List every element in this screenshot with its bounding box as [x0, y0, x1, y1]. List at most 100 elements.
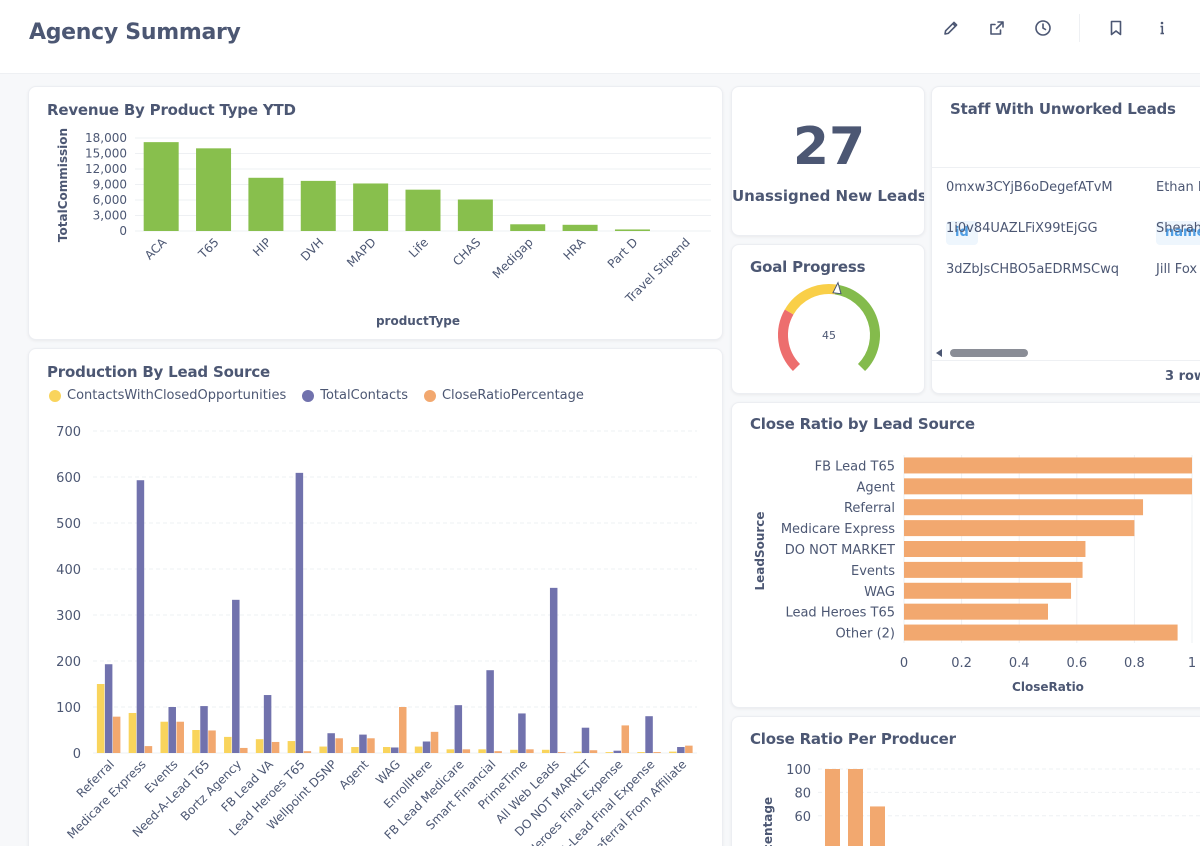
y-tick-label: Referral	[844, 501, 895, 516]
unassigned-leads-value: 27	[792, 117, 866, 177]
x-tick-label: 1	[1188, 656, 1196, 671]
bar	[510, 224, 546, 231]
bar	[526, 749, 534, 753]
table-cell-id[interactable]: 3dZbJsCHBO5aEDRMSCwq	[946, 262, 1119, 277]
bar	[581, 727, 590, 753]
table-cell-id[interactable]: 1i0v84UAZLFiX99tEjGG	[946, 221, 1098, 236]
y-tick-label: 80	[794, 786, 811, 801]
table-cell-id[interactable]: 0mxw3CYjB6oDegefATvM	[946, 180, 1113, 195]
y-tick-label: 60	[794, 810, 811, 825]
legend-dot	[49, 389, 61, 402]
y-tick-label: Events	[851, 564, 895, 579]
bar	[848, 769, 863, 846]
staff-card-title[interactable]: Staff With Unworked Leads	[950, 100, 1176, 118]
y-tick-label: Medicare Express	[781, 522, 895, 537]
info-icon[interactable]	[1151, 17, 1173, 39]
bar	[414, 746, 423, 753]
bar	[391, 747, 399, 753]
bar	[422, 741, 431, 753]
table-cell-name[interactable]: Jill Fox	[1156, 262, 1198, 277]
unassigned-leads-label: Unassigned New Leads	[732, 187, 925, 205]
y-tick-label: 100	[56, 701, 81, 716]
bar	[295, 472, 304, 753]
bar	[430, 731, 439, 753]
bar	[904, 499, 1144, 516]
table-cell-name[interactable]: Ethan H	[1156, 180, 1200, 195]
production-card-title[interactable]: Production By Lead Source	[47, 363, 271, 381]
x-axis-title: productType	[376, 314, 460, 328]
table-cell-name[interactable]: Sherah	[1156, 221, 1200, 236]
bar	[263, 695, 272, 753]
y-tick-label: 400	[56, 563, 81, 578]
bar	[104, 664, 113, 753]
x-tick-label: 0	[900, 656, 908, 671]
horizontal-scrollbar[interactable]	[950, 349, 1028, 357]
bar	[208, 730, 216, 753]
scroll-left-icon[interactable]	[936, 349, 942, 357]
share-icon[interactable]	[986, 17, 1008, 39]
legend-item[interactable]: TotalContacts	[302, 388, 408, 403]
y-tick-label: 12,000	[85, 162, 127, 176]
bar	[557, 752, 566, 753]
column-header-id[interactable]: id	[946, 221, 978, 245]
bar	[128, 712, 137, 753]
dashboard-header: Agency Summary	[0, 0, 1200, 74]
x-tick-label: T65	[195, 235, 222, 262]
pencil-icon[interactable]	[940, 17, 962, 39]
revenue-card-title[interactable]: Revenue By Product Type YTD	[47, 101, 296, 119]
bar	[457, 199, 493, 231]
x-tick-label: 0.6	[1066, 656, 1087, 671]
bar	[904, 457, 1192, 474]
x-tick-label: Life	[406, 235, 431, 260]
y-tick-label: Agent	[857, 480, 895, 495]
gauge-needle-icon	[832, 281, 842, 295]
bar	[367, 738, 375, 753]
bar	[904, 561, 1083, 578]
staff-unworked-leads-card: Staff With Unworked Leads id name 0mxw3C…	[931, 86, 1200, 394]
y-tick-label: 0	[119, 224, 127, 238]
bar	[645, 716, 653, 753]
y-tick-label: WAG	[864, 585, 895, 600]
x-tick-label: Agent	[336, 757, 371, 792]
row-count: 3 row	[1165, 369, 1200, 384]
producer-chart[interactable]: 60 80 100 rcentage	[732, 717, 1200, 846]
close-ratio-chart[interactable]: 0 0.2 0.4 0.6 0.8 1 FB Lead T65 Agent Referral Me…	[732, 403, 1200, 708]
producer-card-title[interactable]: Close Ratio Per Producer	[750, 730, 956, 748]
bar	[669, 751, 677, 753]
bookmark-icon[interactable]	[1105, 17, 1127, 39]
bar	[454, 705, 463, 753]
goal-gauge[interactable]: 45	[732, 245, 925, 394]
y-tick-label: DO NOT MARKET	[785, 543, 895, 558]
bar	[685, 745, 693, 753]
close-ratio-card-title[interactable]: Close Ratio by Lead Source	[750, 415, 975, 433]
legend-item[interactable]: CloseRatioPercentage	[423, 388, 584, 403]
y-axis-title: rcentage	[761, 797, 775, 846]
y-tick-label: 700	[56, 425, 81, 440]
x-tick-label: MAPD	[344, 235, 379, 270]
column-header-name[interactable]: name	[1156, 221, 1200, 245]
bar	[136, 480, 145, 753]
bar	[96, 684, 105, 753]
bar	[383, 747, 391, 753]
bar	[478, 749, 486, 753]
legend-item[interactable]: ContactsWithClosedOpportunities	[49, 388, 286, 403]
production-card: Production By Lead Source 0 100 200 300 400 5…	[28, 348, 723, 846]
bar	[549, 587, 558, 753]
clock-icon[interactable]	[1032, 17, 1054, 39]
y-tick-label: 6,000	[93, 193, 127, 207]
header-divider	[1079, 14, 1080, 42]
bar	[351, 747, 359, 753]
bar	[359, 734, 367, 753]
y-tick-label: 200	[56, 655, 81, 670]
y-tick-label: 9,000	[93, 178, 127, 192]
unassigned-leads-card[interactable]: 27 Unassigned New Leads	[731, 86, 925, 236]
bar	[168, 707, 176, 753]
y-tick-label: 18,000	[85, 131, 127, 145]
bar	[200, 706, 208, 753]
bar	[300, 180, 336, 231]
goal-progress-title[interactable]: Goal Progress	[750, 258, 866, 276]
bar	[271, 741, 280, 753]
bar	[287, 741, 296, 753]
